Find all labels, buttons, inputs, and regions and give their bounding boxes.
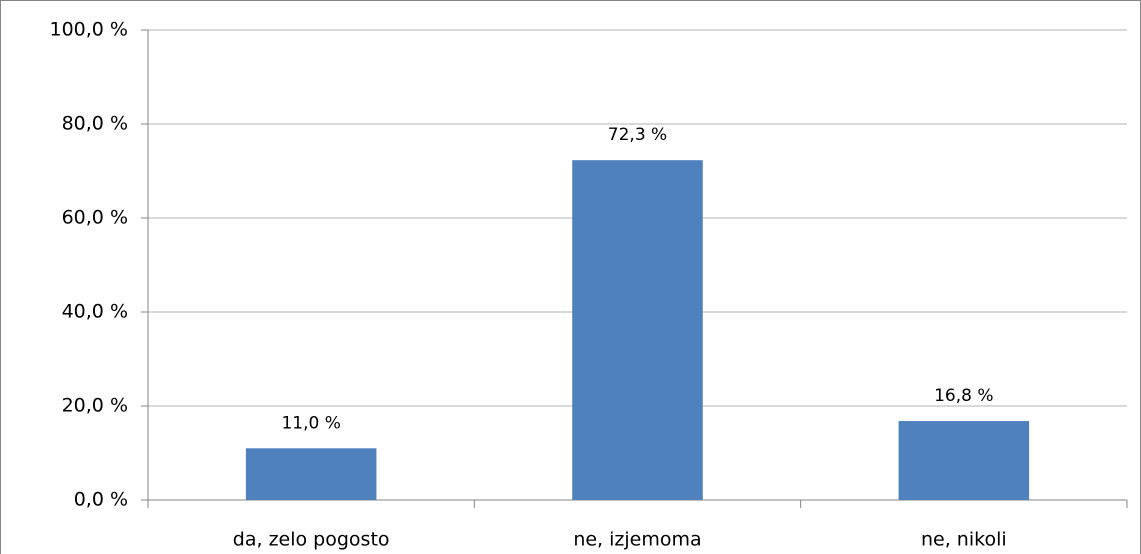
y-tick-label: 20,0 % bbox=[62, 395, 128, 417]
y-tick-label: 80,0 % bbox=[62, 113, 128, 135]
data-label: 16,8 % bbox=[934, 386, 993, 406]
y-tick-label: 40,0 % bbox=[62, 301, 128, 323]
data-label: 11,0 % bbox=[281, 413, 340, 433]
y-tick-label: 0,0 % bbox=[74, 489, 128, 511]
x-tick-label: ne, nikoli bbox=[921, 529, 1007, 551]
bar bbox=[245, 448, 377, 500]
x-tick-label: da, zelo pogosto bbox=[233, 529, 390, 551]
data-label: 72,3 % bbox=[608, 125, 667, 145]
bar bbox=[572, 160, 703, 500]
x-tick-label: ne, izjemoma bbox=[573, 529, 701, 551]
bar bbox=[898, 421, 1030, 500]
y-tick-label: 100,0 % bbox=[50, 19, 129, 41]
y-tick-label: 60,0 % bbox=[62, 207, 128, 229]
